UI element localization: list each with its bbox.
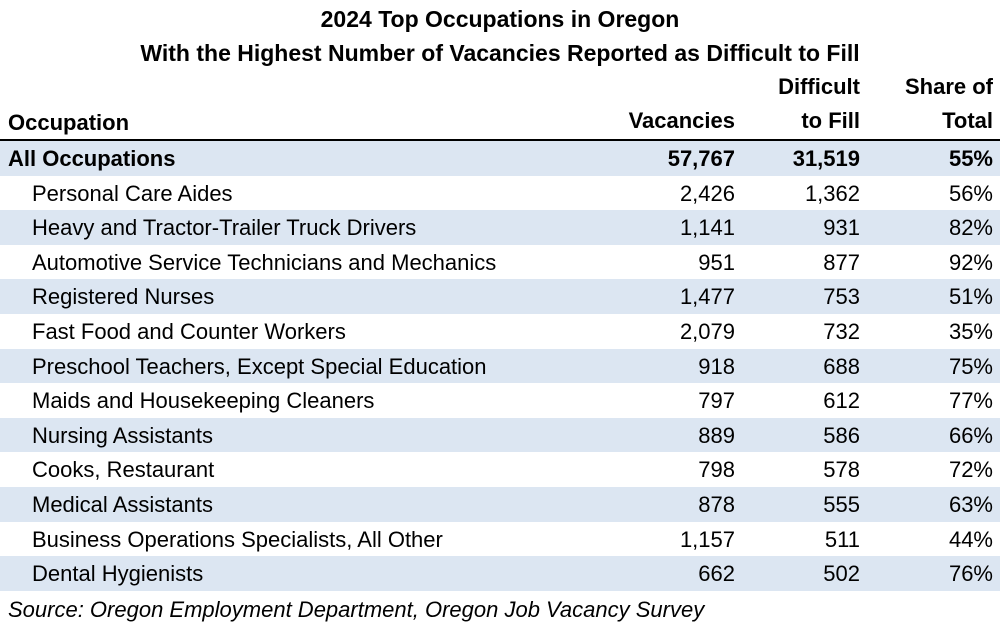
occupation-cell: Cooks, Restaurant — [32, 457, 215, 483]
header-vacancies: Vacancies — [628, 108, 735, 133]
table-row: Nursing Assistants 889 586 66% — [0, 417, 1000, 453]
difficult-cell: 511 — [824, 526, 860, 552]
vacancies-cell: 878 — [698, 491, 735, 517]
occupation-cell: Personal Care Aides — [32, 180, 233, 206]
header-share-line1: Share of — [904, 74, 993, 99]
occupation-cell: Heavy and Tractor-Trailer Truck Drivers — [32, 215, 417, 241]
table-row: Medical Assistants 878 555 63% — [0, 486, 1000, 522]
share-cell: 35% — [948, 318, 993, 344]
occupation-cell: Registered Nurses — [32, 284, 215, 310]
difficult-cell: 753 — [823, 284, 860, 310]
difficult-cell: 612 — [823, 388, 860, 414]
header-difficult-line1: Difficult — [778, 74, 860, 99]
difficult-cell: 931 — [823, 215, 860, 241]
occupation-cell: Dental Hygienists — [32, 561, 204, 587]
vacancies-cell: 2,079 — [679, 318, 735, 344]
occupation-cell: Automotive Service Technicians and Mecha… — [32, 249, 497, 275]
vacancies-cell: 2,426 — [679, 180, 735, 206]
table-row: Heavy and Tractor-Trailer Truck Drivers 1… — [0, 210, 1000, 245]
difficult-cell: 31,519 — [792, 146, 860, 171]
header-difficult-line2: to Fill — [801, 108, 860, 133]
vacancies-cell: 57,767 — [667, 146, 735, 171]
vacancies-cell: 797 — [698, 388, 735, 414]
header-rule — [0, 139, 1000, 141]
vacancies-cell: 1,157 — [679, 526, 735, 552]
table-subtitle: With the Highest Number of Vacancies Rep… — [140, 40, 860, 66]
share-cell: 77% — [948, 388, 993, 414]
share-cell: 66% — [948, 422, 993, 448]
vacancies-cell: 798 — [698, 457, 735, 483]
table-row: Preschool Teachers, Except Special Educa… — [0, 348, 1000, 384]
table-body: All Occupations 57,767 31,519 55% Personal C… — [0, 141, 1000, 591]
table-row: Maids and Housekeeping Cleaners 797 612 77% — [0, 383, 1000, 418]
vacancies-cell: 1,141 — [679, 215, 735, 241]
share-cell: 92% — [948, 249, 993, 275]
occupation-cell: Nursing Assistants — [32, 422, 213, 448]
difficult-cell: 1,362 — [804, 180, 860, 206]
header-occupation: Occupation — [8, 110, 130, 135]
table-row: Fast Food and Counter Workers 2,079 732 35% — [0, 314, 1000, 349]
occupation-cell: All Occupations — [8, 146, 176, 171]
share-cell: 75% — [948, 353, 993, 379]
table-title: 2024 Top Occupations in Oregon — [320, 6, 680, 32]
difficult-cell: 578 — [823, 457, 860, 483]
vacancies-cell: 918 — [698, 353, 735, 379]
difficult-cell: 688 — [823, 353, 860, 379]
table-row: Registered Nurses 1,477 753 51% — [0, 279, 1000, 314]
share-cell: 56% — [948, 180, 993, 206]
table-row: Automotive Service Technicians and Mecha… — [0, 245, 1000, 280]
difficult-cell: 586 — [823, 422, 860, 448]
occupation-cell: Maids and Housekeeping Cleaners — [32, 388, 375, 414]
share-cell: 55% — [948, 146, 993, 171]
total-row: All Occupations 57,767 31,519 55% — [0, 141, 1000, 176]
table-row: Cooks, Restaurant 798 578 72% — [0, 452, 1000, 487]
header-share-line2: Total — [942, 108, 993, 133]
difficult-cell: 732 — [823, 318, 860, 344]
vacancies-cell: 662 — [698, 561, 735, 587]
table-row: Dental Hygienists 662 502 76% — [0, 556, 1000, 591]
difficult-cell: 502 — [823, 561, 860, 587]
share-cell: 63% — [948, 491, 993, 517]
occupation-cell: Business Operations Specialists, All Oth… — [32, 526, 443, 552]
vacancies-cell: 1,477 — [679, 284, 735, 310]
difficult-cell: 555 — [823, 491, 860, 517]
occupation-cell: Fast Food and Counter Workers — [32, 318, 346, 344]
table-row: Business Operations Specialists, All Oth… — [0, 522, 1000, 557]
occupation-cell: Preschool Teachers, Except Special Educa… — [32, 353, 487, 379]
source-note: Source: Oregon Employment Department, Or… — [8, 597, 705, 622]
share-cell: 72% — [948, 457, 993, 483]
difficult-cell: 877 — [823, 249, 860, 275]
share-cell: 82% — [948, 215, 993, 241]
vacancies-cell: 951 — [698, 249, 735, 275]
share-cell: 51% — [948, 284, 993, 310]
share-cell: 76% — [948, 561, 993, 587]
share-cell: 44% — [948, 526, 993, 552]
occupation-cell: Medical Assistants — [32, 491, 213, 517]
table-row: Personal Care Aides 2,426 1,362 56% — [0, 176, 1000, 211]
vacancies-cell: 889 — [698, 422, 735, 448]
